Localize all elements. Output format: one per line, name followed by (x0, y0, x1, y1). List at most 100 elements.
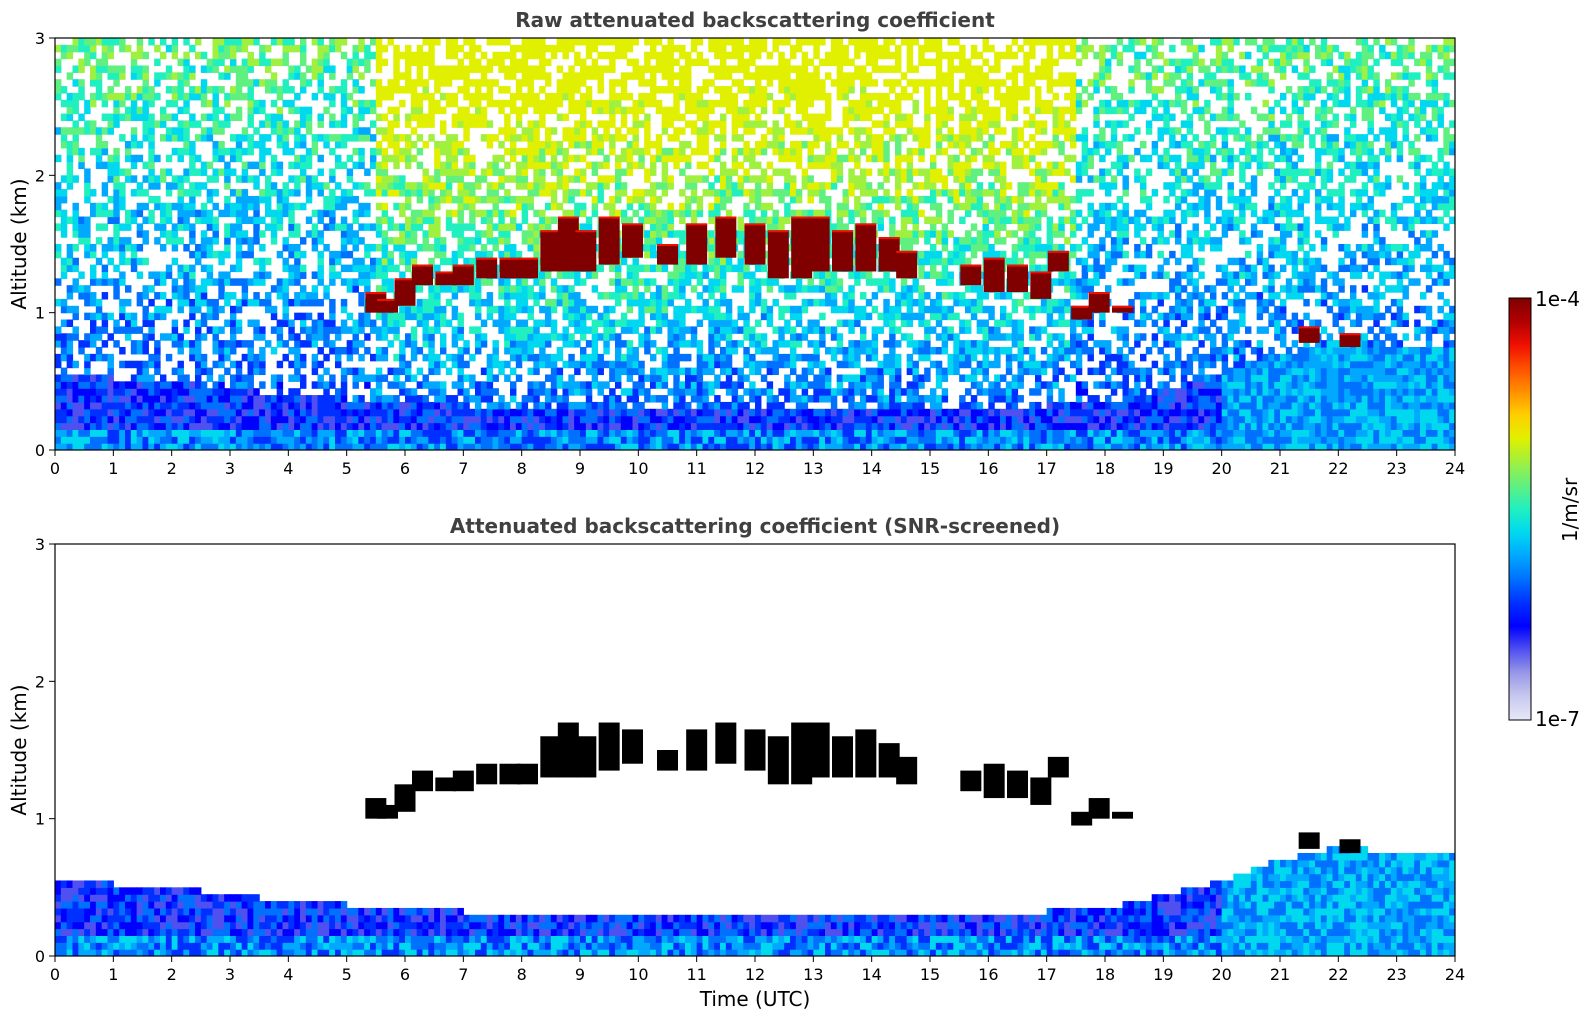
heatmap-cell (305, 106, 313, 115)
heatmap-cell (720, 367, 727, 376)
heatmap-cell (183, 134, 190, 142)
heatmap-cell (696, 367, 704, 376)
heatmap-cell (101, 113, 109, 121)
heatmap-cell (416, 285, 424, 293)
heatmap-cell (55, 436, 62, 444)
heatmap-cell (673, 422, 680, 430)
heatmap-cell (690, 271, 698, 279)
heatmap-cell (253, 237, 260, 245)
heatmap-cell (580, 436, 587, 444)
heatmap-cell (498, 223, 505, 231)
heatmap-cell (381, 237, 389, 245)
heatmap-cell (626, 429, 634, 437)
heatmap-cell (405, 161, 412, 170)
heatmap-cell (119, 401, 126, 410)
heatmap-cell (539, 182, 546, 190)
heatmap-cell (60, 388, 68, 396)
heatmap-cell (329, 443, 336, 450)
heatmap-cell (305, 161, 313, 170)
heatmap-cell (638, 443, 645, 450)
heatmap-cell (136, 360, 144, 369)
heatmap-cell (632, 58, 639, 67)
heatmap-cell (725, 443, 733, 450)
heatmap-cell (206, 99, 214, 108)
heatmap-cell (550, 381, 558, 389)
heatmap-cell (679, 51, 686, 60)
heatmap-cell (142, 374, 149, 382)
heatmap-cell (749, 58, 756, 67)
heatmap-cell (311, 285, 319, 293)
heatmap-cell (480, 230, 488, 238)
heatmap-cell (352, 443, 359, 450)
heatmap-cell (784, 65, 791, 73)
heatmap-cell (550, 422, 558, 430)
heatmap-cell (142, 230, 149, 238)
heatmap-cell (375, 99, 383, 108)
heatmap-cell (591, 353, 599, 362)
heatmap-cell (206, 223, 214, 231)
heatmap-cell (148, 326, 155, 334)
heatmap-cell (55, 244, 62, 252)
heatmap-cell (101, 58, 109, 67)
heatmap-cell (323, 415, 330, 424)
heatmap-cell (574, 189, 581, 197)
heatmap-cell (375, 401, 383, 410)
heatmap-cell (434, 161, 441, 170)
heatmap-cell (731, 401, 739, 410)
heatmap-cell (90, 264, 97, 273)
heatmap-cell (784, 422, 791, 430)
heatmap-cell (294, 408, 301, 417)
heatmap-cell (130, 216, 138, 224)
heatmap-cell (270, 189, 278, 197)
heatmap-cell (72, 134, 79, 142)
heatmap-cell (78, 79, 85, 87)
heatmap-cell (685, 305, 692, 314)
heatmap-cell (346, 92, 354, 101)
heatmap-cell (638, 92, 645, 101)
heatmap-cell (375, 223, 383, 231)
heatmap-cell (679, 319, 686, 327)
heatmap-cell (609, 292, 616, 300)
heatmap-cell (352, 134, 359, 142)
heatmap-cell (720, 278, 727, 286)
heatmap-cell (539, 223, 546, 231)
heatmap-cell (352, 120, 359, 128)
heatmap-cell (696, 395, 704, 403)
heatmap-cell (685, 86, 692, 94)
heatmap-cell (714, 209, 721, 218)
heatmap-cell (661, 347, 669, 355)
heatmap-cell (142, 360, 149, 369)
heatmap-cell (381, 326, 389, 334)
heatmap-cell (300, 285, 307, 293)
heatmap-cell (772, 106, 779, 115)
heatmap-cell (282, 86, 289, 94)
heatmap-cell (714, 408, 721, 417)
heatmap-cell (55, 395, 62, 403)
heatmap-cell (387, 250, 394, 259)
heatmap-cell (492, 58, 499, 67)
heatmap-cell (615, 99, 622, 108)
heatmap-cell (101, 38, 109, 46)
heatmap-cell (632, 65, 639, 73)
heatmap-cell (475, 436, 482, 444)
heatmap-cell (510, 408, 517, 417)
heatmap-cell (375, 264, 383, 273)
heatmap-cell (72, 127, 79, 135)
heatmap-cell (107, 443, 114, 450)
heatmap-cell (160, 381, 167, 389)
heatmap-cell (778, 51, 785, 60)
heatmap-cell (451, 154, 459, 163)
heatmap-cell (521, 65, 529, 73)
heatmap-cell (235, 195, 243, 204)
heatmap-cell (533, 333, 540, 341)
heatmap-cell (690, 106, 698, 115)
heatmap-cell (451, 230, 459, 238)
heatmap-cell (457, 44, 464, 53)
heatmap-cell (136, 154, 144, 163)
heatmap-cell (749, 436, 756, 444)
heatmap-cell (580, 422, 587, 430)
heatmap-cell (282, 79, 289, 87)
heatmap-cell (510, 353, 517, 362)
heatmap-cell (731, 443, 739, 450)
heatmap-cell (107, 154, 114, 163)
